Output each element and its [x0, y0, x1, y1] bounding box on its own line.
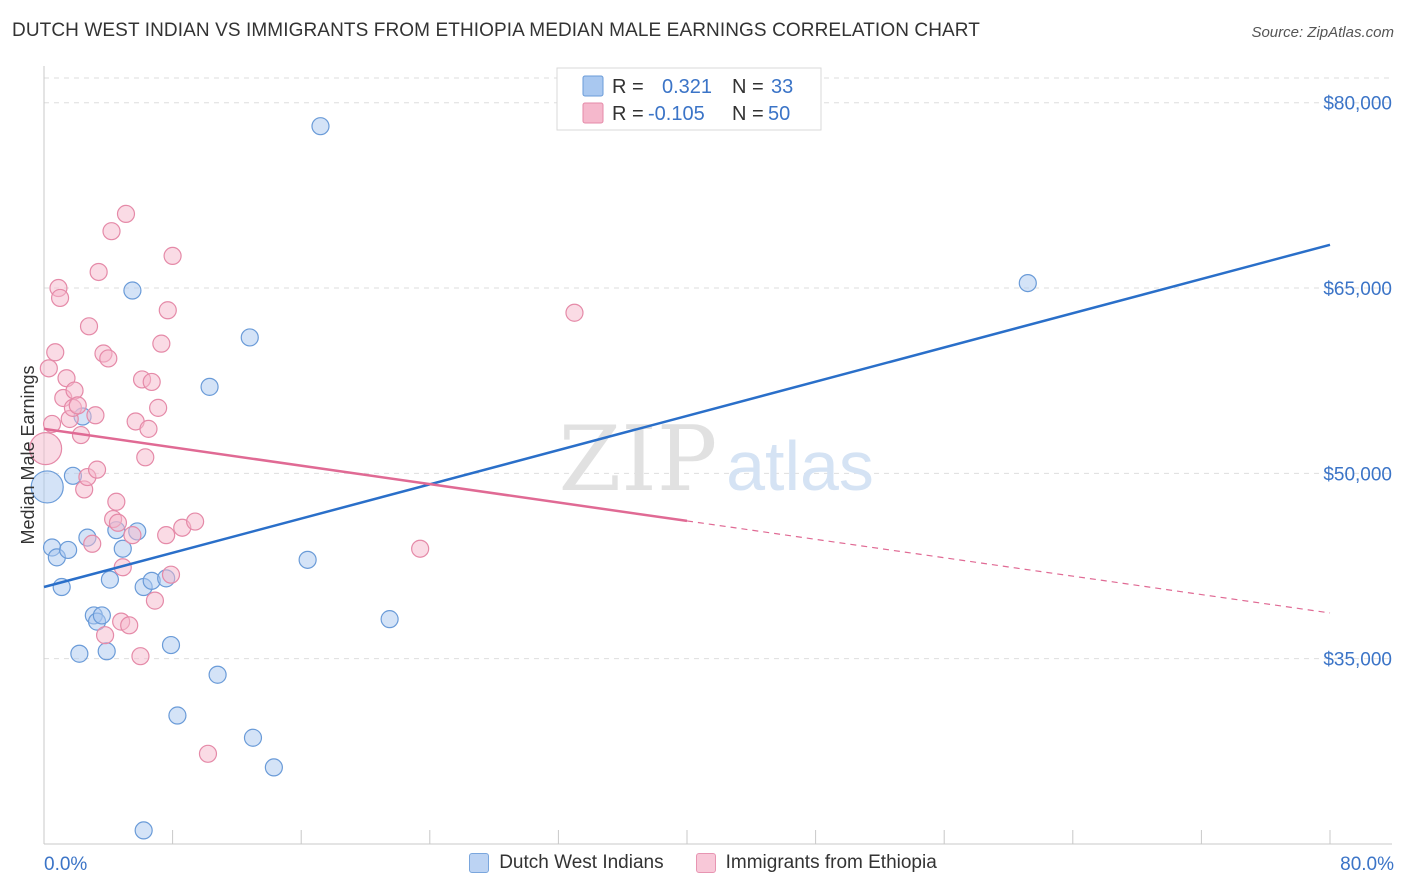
point-dutch-west-indians [92, 606, 111, 625]
point-dutch-west-indians [113, 539, 132, 558]
x-tick-label: 80.0% [1340, 854, 1394, 875]
chart-title: DUTCH WEST INDIAN VS IMMIGRANTS FROM ETH… [12, 20, 980, 41]
legend-n-label: N = [732, 76, 764, 98]
point-immigrants-from-ethiopia [50, 288, 70, 308]
point-dutch-west-indians [243, 728, 263, 747]
point-immigrants-from-ethiopia [87, 460, 107, 479]
point-immigrants-from-ethiopia [157, 526, 176, 545]
data-points [29, 117, 1037, 840]
point-immigrants-from-ethiopia [163, 246, 182, 266]
point-immigrants-from-ethiopia [145, 591, 165, 610]
legend-swatch-blue [582, 75, 604, 97]
point-immigrants-from-ethiopia [136, 448, 155, 467]
point-dutch-west-indians [100, 570, 120, 589]
point-immigrants-from-ethiopia [95, 626, 115, 645]
point-dutch-west-indians [168, 706, 187, 725]
point-immigrants-from-ethiopia [86, 406, 105, 425]
legend-r-label: R = [612, 103, 644, 125]
legend-item-dutch-west-indians: Dutch West Indians [469, 852, 664, 874]
point-immigrants-from-ethiopia [79, 317, 99, 336]
legend-r-label: R = [612, 76, 644, 98]
point-dutch-west-indians [1018, 273, 1037, 293]
bottom-legend: Dutch West Indians Immigrants from Ethio… [0, 852, 1406, 874]
point-immigrants-from-ethiopia [565, 303, 584, 322]
point-immigrants-from-ethiopia [46, 343, 65, 362]
point-dutch-west-indians [208, 665, 227, 684]
legend-swatch-pink [695, 853, 716, 873]
source-label: Source: ZipAtlas.com [1251, 24, 1394, 41]
point-immigrants-from-ethiopia [68, 396, 87, 415]
x-tick-label: 0.0% [44, 854, 87, 875]
point-dutch-west-indians [161, 635, 181, 655]
grid-lines [44, 77, 1392, 660]
y-tick-label: $50,000 [1323, 464, 1392, 485]
point-dutch-west-indians [240, 328, 259, 347]
legend-n-label: N = [732, 103, 764, 125]
point-dutch-west-indians [134, 821, 153, 840]
trend-lines [43, 243, 1331, 614]
y-tick-label: $65,000 [1323, 279, 1392, 300]
tick-labels: $80,000 $65,000 $50,000 $35,000 0.0% 80.0% [44, 94, 1394, 875]
top-legend: R = 0.321 N = 33 R = -0.105 N = 50 [556, 67, 822, 131]
point-dutch-west-indians [59, 540, 78, 560]
y-tick-label: $80,000 [1323, 94, 1392, 115]
point-dutch-west-indians [97, 642, 116, 661]
point-immigrants-from-ethiopia [89, 262, 108, 282]
point-immigrants-from-ethiopia [139, 419, 158, 438]
point-immigrants-from-ethiopia [411, 539, 430, 558]
point-immigrants-from-ethiopia [99, 349, 118, 368]
axes [43, 66, 1392, 845]
point-immigrants-from-ethiopia [161, 565, 181, 584]
point-immigrants-from-ethiopia [142, 372, 161, 392]
legend-label: Dutch West Indians [499, 852, 664, 873]
legend-r-value: -0.105 [648, 103, 705, 125]
point-dutch-west-indians [264, 758, 283, 777]
point-immigrants-from-ethiopia [152, 334, 171, 353]
legend-swatch-blue [469, 853, 490, 873]
legend-item-immigrants-from-ethiopia: Immigrants from Ethiopia [695, 852, 937, 874]
point-immigrants-from-ethiopia [198, 744, 218, 763]
y-axis-label: Median Male Earnings [18, 365, 38, 544]
point-immigrants-from-ethiopia [29, 432, 63, 466]
point-immigrants-from-ethiopia [39, 359, 58, 378]
point-immigrants-from-ethiopia [102, 222, 121, 241]
point-dutch-west-indians [200, 377, 219, 396]
trendline-immigrants-from-ethiopia-extension [686, 520, 1331, 614]
point-immigrants-from-ethiopia [83, 534, 102, 553]
point-dutch-west-indians [298, 550, 317, 569]
legend-n-value: 50 [768, 103, 790, 125]
point-immigrants-from-ethiopia [158, 301, 177, 320]
point-immigrants-from-ethiopia [108, 513, 128, 532]
legend-swatch-pink [582, 102, 604, 124]
watermark-zip: ZIP [559, 407, 718, 512]
y-tick-label: $35,000 [1323, 650, 1392, 671]
legend-r-value: 0.321 [662, 76, 712, 98]
watermark-atlas: atlas [726, 427, 874, 505]
point-dutch-west-indians [30, 470, 64, 504]
point-immigrants-from-ethiopia [107, 492, 126, 511]
point-dutch-west-indians [123, 281, 142, 300]
trendline-immigrants-from-ethiopia [43, 427, 688, 523]
point-immigrants-from-ethiopia [123, 526, 142, 545]
point-immigrants-from-ethiopia [131, 647, 150, 666]
point-immigrants-from-ethiopia [65, 381, 84, 400]
legend-label: Immigrants from Ethiopia [725, 852, 937, 873]
trendline-dutch-west-indians [43, 243, 1331, 589]
point-dutch-west-indians [311, 117, 330, 136]
point-immigrants-from-ethiopia [120, 616, 139, 635]
point-immigrants-from-ethiopia [186, 512, 205, 531]
point-dutch-west-indians [70, 644, 89, 663]
watermark: ZIP atlas [559, 407, 874, 512]
legend-n-value: 33 [771, 76, 793, 98]
point-immigrants-from-ethiopia [149, 398, 168, 417]
point-immigrants-from-ethiopia [116, 204, 136, 224]
point-dutch-west-indians [380, 610, 399, 629]
